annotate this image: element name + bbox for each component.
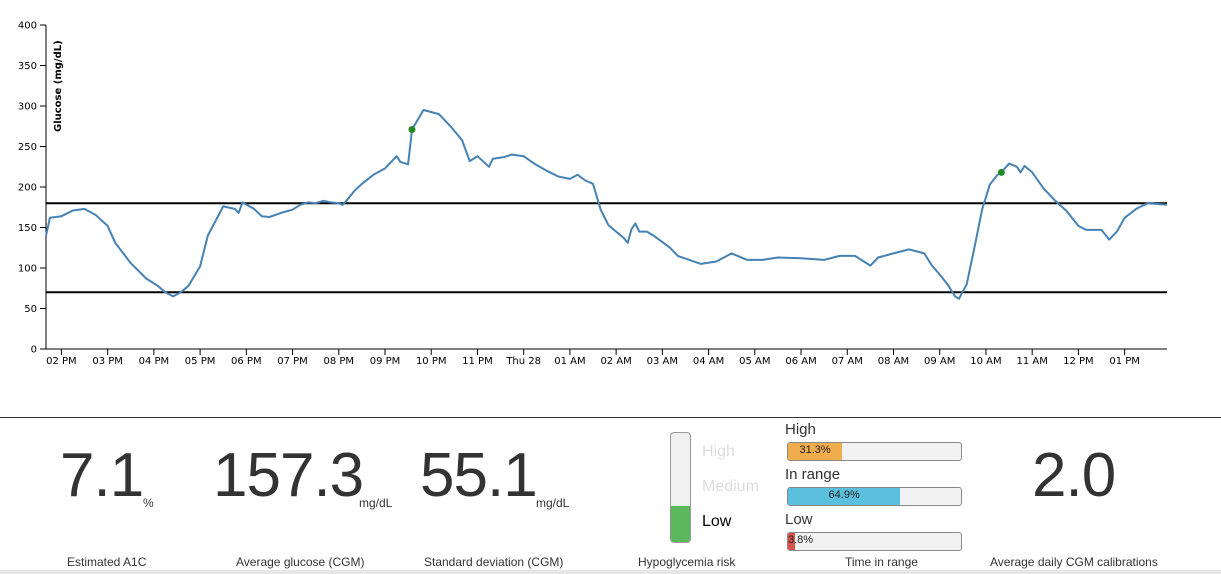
hypoglycemia-gauge-fill <box>671 506 690 542</box>
y-tick-label: 300 <box>18 102 37 113</box>
glucose-series-line <box>45 109 1168 300</box>
stat-a1c: 7.1 % Estimated A1C <box>60 440 170 570</box>
glucose-chart: 0 50 100 150 200 250 300 350 400 02 PM 03 PM 04 PM 0… <box>18 21 1168 367</box>
stat-calibrations-value: 2.0 <box>1032 441 1116 510</box>
stat-std-dev: 55.1 mg/dL Standard deviation (CGM) <box>420 440 600 570</box>
x-tick-label: 01 AM <box>554 356 585 367</box>
stat-a1c-unit: % <box>143 496 154 510</box>
hypo-risk-caption: Hypoglycemia risk <box>638 555 736 569</box>
tir-high-value: 31.3% <box>799 444 831 456</box>
tir-low-fill <box>788 533 795 550</box>
tir-low-bar: 3.8% <box>787 532 962 551</box>
tir-high-label: High <box>785 421 816 438</box>
y-tick-label: 0 <box>31 345 37 356</box>
x-tick-label: 09 AM <box>924 356 955 367</box>
hypoglycemia-gauge <box>670 432 691 543</box>
x-tick-label: 05 AM <box>739 356 770 367</box>
bottom-strip <box>0 570 1221 574</box>
x-tick-label: 02 PM <box>46 356 77 367</box>
tir-inrange-bar: 64.9% <box>787 487 962 506</box>
hypo-level-high: High <box>702 443 735 460</box>
stat-avg-glucose-value: 157.3 <box>213 441 364 510</box>
x-tick-label: 02 AM <box>600 356 631 367</box>
y-tick-label: 100 <box>18 264 37 275</box>
x-tick-label: 06 AM <box>785 356 816 367</box>
tir-low-label: Low <box>785 511 813 528</box>
x-tick-label: 11 AM <box>1016 356 1047 367</box>
tir-high-bar: 31.3% <box>787 442 962 461</box>
x-tick-label: 07 AM <box>832 356 863 367</box>
y-tick-label: 200 <box>18 183 37 194</box>
calibration-point <box>997 168 1005 176</box>
tir-inrange-fill <box>788 488 901 505</box>
stat-calibrations-caption: Average daily CGM calibrations <box>990 555 1158 569</box>
x-tick-label: 10 AM <box>970 356 1001 367</box>
stat-avg-glucose-caption: Average glucose (CGM) <box>236 555 365 569</box>
x-tick-label: 06 PM <box>231 356 262 367</box>
stat-avg-glucose: 157.3 mg/dL Average glucose (CGM) <box>213 440 413 570</box>
y-tick-label: 50 <box>24 304 37 315</box>
glucose-chart-svg: 0 50 100 150 200 250 300 350 400 02 PM 03 PM 04 PM 0… <box>18 21 1168 367</box>
x-tick-label: 07 PM <box>277 356 308 367</box>
stat-std-dev-caption: Standard deviation (CGM) <box>424 555 564 569</box>
x-tick-label: 11 PM <box>462 356 493 367</box>
y-tick-label: 350 <box>18 61 37 72</box>
x-tick-label: 03 PM <box>92 356 123 367</box>
x-tick-label: 12 PM <box>1063 356 1094 367</box>
section-divider <box>0 417 1221 418</box>
y-axis-label: Glucose (mg/dL) <box>53 40 64 132</box>
stat-std-dev-unit: mg/dL <box>536 496 570 510</box>
x-tick-label: 05 PM <box>185 356 216 367</box>
x-tick-label: 09 PM <box>370 356 401 367</box>
stat-std-dev-value: 55.1 <box>420 441 538 510</box>
x-tick-label: 10 PM <box>416 356 447 367</box>
x-tick-label: 03 AM <box>647 356 678 367</box>
stat-avg-glucose-unit: mg/dL <box>359 496 393 510</box>
x-tick-label: 04 PM <box>139 356 170 367</box>
hypo-level-medium: Medium <box>702 478 759 495</box>
y-tick-label: 400 <box>18 21 37 32</box>
x-tick-label: 01 PM <box>1109 356 1140 367</box>
stat-a1c-value: 7.1 <box>60 441 144 510</box>
tir-inrange-value: 64.9% <box>828 489 860 501</box>
y-tick-label: 250 <box>18 142 37 153</box>
x-tick-label: Thu 28 <box>505 356 541 367</box>
tir-high-fill <box>788 443 843 460</box>
calibration-point <box>408 125 416 133</box>
hypo-level-low: Low <box>702 513 732 530</box>
y-tick-label: 150 <box>18 223 37 234</box>
x-tick-label: 08 PM <box>323 356 354 367</box>
x-tick-label: 08 AM <box>878 356 909 367</box>
stat-calibrations: 2.0 Average daily CGM calibrations <box>990 440 1170 570</box>
time-in-range-caption: Time in range <box>845 555 918 569</box>
stat-a1c-caption: Estimated A1C <box>67 555 147 569</box>
tir-inrange-label: In range <box>785 466 841 483</box>
x-tick-label: 04 AM <box>693 356 724 367</box>
tir-low-value: 3.8% <box>788 534 814 546</box>
